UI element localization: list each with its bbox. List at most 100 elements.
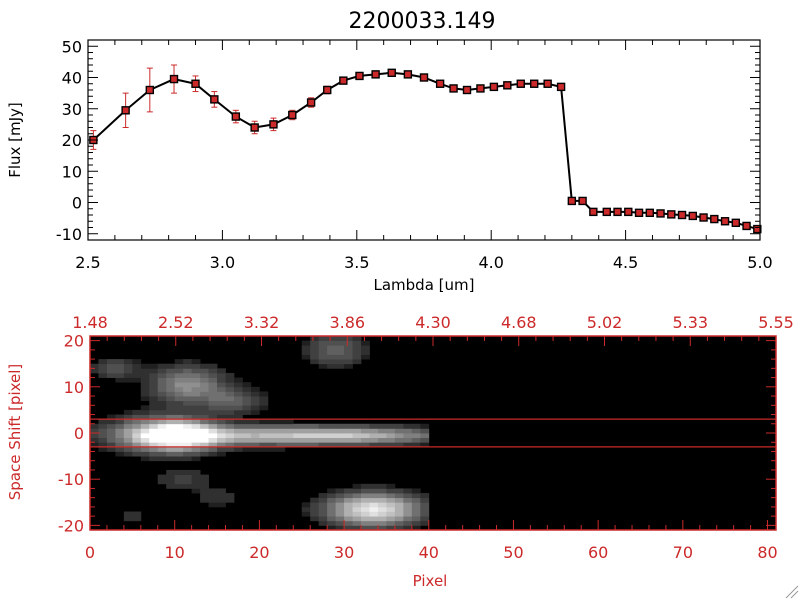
y-tick-label: 20 — [64, 332, 84, 351]
image-pixel — [259, 391, 269, 397]
image-pixel — [90, 368, 99, 374]
image-pixel — [208, 372, 218, 378]
image-pixel — [335, 336, 345, 342]
image-pixel — [157, 363, 167, 369]
image-pixel — [191, 474, 201, 480]
image-pixel — [140, 368, 150, 374]
image-pixel — [233, 446, 243, 452]
image-pixel — [335, 493, 345, 499]
image-pixel — [123, 446, 133, 452]
data-point — [288, 110, 297, 120]
image-pixel — [361, 433, 370, 439]
image-pixel — [149, 419, 159, 425]
image-pixel — [200, 437, 209, 443]
image-pixel — [174, 414, 184, 420]
image-pixel — [174, 433, 184, 439]
image-pixel — [90, 423, 99, 429]
image-pixel — [327, 423, 337, 429]
image-pixel — [352, 345, 362, 351]
image-pixel — [411, 423, 421, 429]
image-pixel — [250, 433, 260, 439]
image-pixel — [157, 446, 167, 452]
image-pixel — [140, 414, 150, 420]
image-pixel — [106, 446, 116, 452]
image-pixel — [267, 433, 277, 439]
image-pixel — [115, 414, 125, 420]
image-pixel — [183, 372, 193, 378]
image-pixel — [377, 437, 387, 443]
image-pixel — [335, 340, 345, 346]
image-pixel — [191, 382, 201, 388]
image-pixel — [386, 483, 396, 489]
image-pixel — [335, 359, 345, 365]
image-pixel — [420, 423, 430, 429]
image-pixel — [369, 428, 379, 434]
image-pixel — [225, 442, 235, 448]
image-pixel — [217, 423, 226, 429]
image-pixel — [123, 437, 133, 443]
image-pixel — [335, 437, 345, 443]
image-pixel — [361, 511, 370, 517]
image-pixel — [386, 511, 396, 517]
image-pixel — [208, 446, 218, 452]
image-pixel — [217, 497, 226, 503]
image-pixel — [403, 511, 413, 517]
image-pixel — [166, 479, 176, 485]
image-pixel — [250, 405, 260, 411]
image-pixel — [183, 446, 193, 452]
image-pixel — [310, 433, 320, 439]
image-pixel — [335, 428, 345, 434]
image-pixel — [377, 442, 387, 448]
image-pixel — [157, 423, 167, 429]
image-pixel — [106, 437, 116, 443]
image-pixel — [344, 442, 353, 448]
image-pixel — [106, 359, 116, 365]
data-point — [145, 85, 155, 95]
image-pixel — [293, 437, 303, 443]
image-pixel — [225, 382, 235, 388]
image-pixel — [242, 442, 252, 448]
image-pixel — [377, 433, 387, 439]
image-pixel — [276, 419, 286, 425]
image-pixel — [411, 516, 421, 522]
image-pixel — [90, 437, 99, 443]
image-pixel — [98, 428, 108, 434]
image-pixel — [361, 516, 370, 522]
image-pixel — [123, 428, 133, 434]
image-pixel — [352, 349, 362, 355]
x-tick-label: 5.0 — [747, 253, 772, 272]
image-pixel — [344, 525, 353, 531]
image-pixel — [420, 516, 430, 522]
image-pixel — [361, 483, 370, 489]
image-pixel — [335, 506, 345, 512]
resize-grip-icon[interactable] — [785, 585, 799, 599]
image-pixel — [250, 437, 260, 443]
image-pixel — [284, 437, 294, 443]
image-pixel — [208, 433, 218, 439]
image-pixel — [411, 497, 421, 503]
image-pixel — [183, 451, 193, 457]
x-tick-label: 60 — [588, 543, 608, 562]
image-pixel — [420, 502, 430, 508]
image-pixel — [318, 423, 328, 429]
image-pixel — [183, 437, 193, 443]
image-pixel — [157, 419, 167, 425]
image-pixel — [233, 386, 243, 392]
x-tick-label: 0 — [85, 543, 95, 562]
data-point — [556, 82, 566, 92]
image-pixel — [225, 391, 235, 397]
image-pixel — [200, 382, 209, 388]
image-pixel — [183, 414, 193, 420]
image-pixel — [166, 386, 176, 392]
image-pixel — [361, 349, 370, 355]
image-pixel — [132, 437, 142, 443]
image-pixel — [344, 423, 353, 429]
image-pixel — [301, 428, 311, 434]
image-pixel — [394, 520, 404, 526]
image-pixel — [233, 377, 243, 383]
image-pixel — [242, 405, 252, 411]
image-pixel — [208, 437, 218, 443]
image-pixel — [259, 423, 269, 429]
image-pixel — [140, 437, 150, 443]
y-tick-label: 0 — [72, 194, 82, 213]
